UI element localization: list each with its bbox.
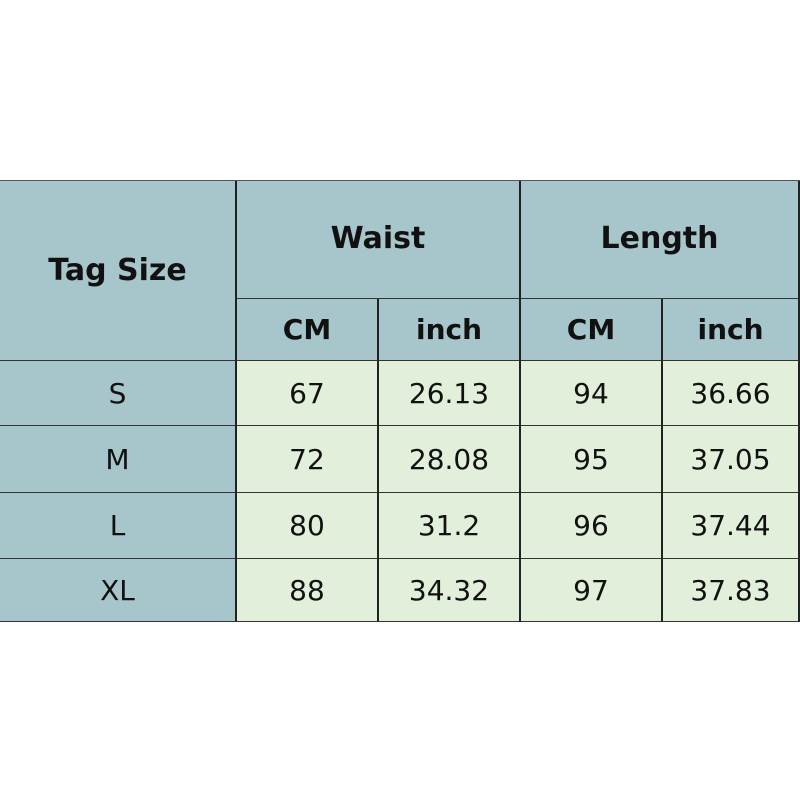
measurement: 34.32 <box>379 559 521 622</box>
group-header: Length <box>521 181 800 299</box>
tag-size-header: Tag Size <box>0 181 237 361</box>
size-label: XL <box>0 559 237 622</box>
measurement: 28.08 <box>379 426 521 493</box>
unit-header: CM <box>237 299 379 361</box>
size-label: S <box>0 361 237 426</box>
measurement: 95 <box>521 426 663 493</box>
measurement: 31.2 <box>379 493 521 559</box>
measurement: 37.83 <box>663 559 800 622</box>
measurement: 97 <box>521 559 663 622</box>
unit-header: inch <box>663 299 800 361</box>
measurement: 26.13 <box>379 361 521 426</box>
measurement: 36.66 <box>663 361 800 426</box>
measurement: 80 <box>237 493 379 559</box>
group-header: Waist <box>237 181 521 299</box>
unit-header: inch <box>379 299 521 361</box>
size-table: Tag Size Waist Length CM inch CM inch S 67 26.13 9… <box>0 180 800 622</box>
measurement: 37.44 <box>663 493 800 559</box>
measurement: 94 <box>521 361 663 426</box>
measurement: 96 <box>521 493 663 559</box>
size-label: L <box>0 493 237 559</box>
measurement: 88 <box>237 559 379 622</box>
size-label: M <box>0 426 237 493</box>
unit-header: CM <box>521 299 663 361</box>
measurement: 72 <box>237 426 379 493</box>
measurement: 67 <box>237 361 379 426</box>
measurement: 37.05 <box>663 426 800 493</box>
